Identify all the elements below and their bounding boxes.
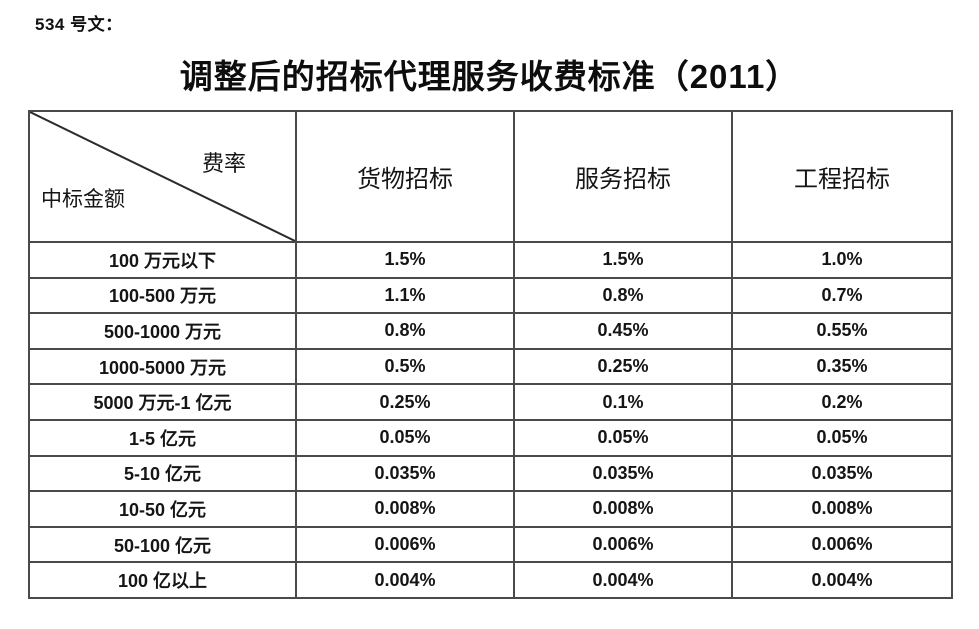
fee-rate-table: 费率 中标金额 货物招标 服务招标 工程招标 100 万元以下 1.5% 1.5… — [28, 110, 953, 599]
engineering-rate-cell: 0.55% — [731, 312, 953, 350]
services-rate-cell: 0.006% — [513, 525, 733, 564]
services-rate-cell: 0.45% — [513, 312, 733, 350]
services-rate-cell: 0.004% — [513, 561, 733, 599]
engineering-rate-cell: 0.7% — [731, 276, 953, 315]
fee-table-body: 100 万元以下 1.5% 1.5% 1.0% 100-500 万元 1.1% … — [28, 241, 953, 599]
engineering-rate-cell: 0.035% — [731, 454, 953, 493]
table-row: 500-1000 万元 0.8% 0.45% 0.55% — [28, 312, 953, 350]
engineering-rate-cell: 0.006% — [731, 525, 953, 564]
table-row: 10-50 亿元 0.008% 0.008% 0.008% — [28, 490, 953, 528]
engineering-rate-cell: 0.2% — [731, 383, 953, 421]
table-row: 5000 万元-1 亿元 0.25% 0.1% 0.2% — [28, 383, 953, 421]
goods-rate-cell: 0.004% — [295, 561, 515, 599]
diagonal-divider-line — [30, 112, 295, 241]
doc-number-label: 534 号文： — [35, 15, 123, 34]
engineering-rate-cell: 0.05% — [731, 418, 953, 457]
engineering-rate-cell: 0.35% — [731, 347, 953, 386]
services-rate-cell: 0.8% — [513, 276, 733, 315]
column-header-engineering-bidding: 工程招标 — [731, 110, 953, 243]
goods-rate-cell: 1.5% — [295, 241, 515, 279]
engineering-rate-cell: 1.0% — [731, 241, 953, 279]
table-row: 5-10 亿元 0.035% 0.035% 0.035% — [28, 454, 953, 493]
services-rate-cell: 0.1% — [513, 383, 733, 421]
goods-rate-cell: 0.05% — [295, 418, 515, 457]
amount-range-cell: 1-5 亿元 — [28, 418, 297, 457]
goods-rate-cell: 0.8% — [295, 312, 515, 350]
page-title: 调整后的招标代理服务收费标准（2011） — [179, 58, 800, 95]
table-row: 50-100 亿元 0.006% 0.006% 0.006% — [28, 525, 953, 564]
amount-range-cell: 10-50 亿元 — [28, 490, 297, 528]
goods-rate-cell: 1.1% — [295, 276, 515, 315]
services-rate-cell: 0.035% — [513, 454, 733, 493]
table-row: 1-5 亿元 0.05% 0.05% 0.05% — [28, 418, 953, 457]
goods-rate-cell: 0.25% — [295, 383, 515, 421]
amount-range-cell: 100-500 万元 — [28, 276, 297, 315]
goods-rate-cell: 0.006% — [295, 525, 515, 564]
corner-label-rate: 费率 — [202, 151, 247, 176]
table-row: 100 亿以上 0.004% 0.004% 0.004% — [28, 561, 953, 599]
goods-rate-cell: 0.035% — [295, 454, 515, 493]
amount-range-cell: 5-10 亿元 — [28, 454, 297, 493]
services-rate-cell: 0.05% — [513, 418, 733, 457]
amount-range-cell: 1000-5000 万元 — [28, 347, 297, 386]
goods-rate-cell: 0.008% — [295, 490, 515, 528]
amount-range-cell: 100 万元以下 — [28, 241, 297, 279]
services-rate-cell: 1.5% — [513, 241, 733, 279]
column-header-services-bidding: 服务招标 — [513, 110, 733, 243]
column-header-goods-bidding: 货物招标 — [295, 110, 515, 243]
amount-range-cell: 50-100 亿元 — [28, 525, 297, 564]
corner-header-cell: 费率 中标金额 — [28, 110, 297, 243]
engineering-rate-cell: 0.004% — [731, 561, 953, 599]
table-row: 100-500 万元 1.1% 0.8% 0.7% — [28, 276, 953, 315]
engineering-rate-cell: 0.008% — [731, 490, 953, 528]
table-row: 100 万元以下 1.5% 1.5% 1.0% — [28, 241, 953, 279]
goods-rate-cell: 0.5% — [295, 347, 515, 386]
header-row: 费率 中标金额 货物招标 服务招标 工程招标 — [28, 110, 953, 243]
services-rate-cell: 0.008% — [513, 490, 733, 528]
amount-range-cell: 500-1000 万元 — [28, 312, 297, 350]
corner-label-amount: 中标金额 — [41, 188, 125, 211]
amount-range-cell: 100 亿以上 — [28, 561, 297, 599]
amount-range-cell: 5000 万元-1 亿元 — [28, 383, 297, 421]
table-row: 1000-5000 万元 0.5% 0.25% 0.35% — [28, 347, 953, 386]
services-rate-cell: 0.25% — [513, 347, 733, 386]
